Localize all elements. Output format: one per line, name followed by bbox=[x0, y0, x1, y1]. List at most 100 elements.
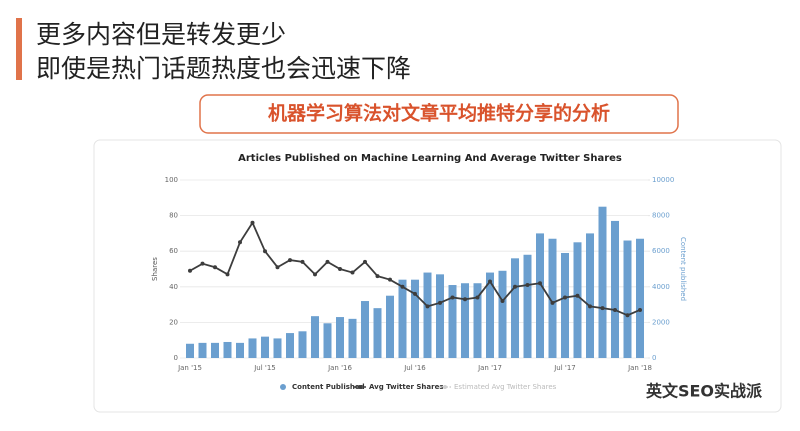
x-tick-label: Jul '17 bbox=[553, 364, 576, 372]
bar bbox=[336, 317, 344, 358]
bar bbox=[273, 338, 282, 358]
line-point bbox=[463, 297, 467, 302]
line-point bbox=[563, 295, 567, 300]
bar bbox=[261, 336, 269, 358]
slide-title: 更多内容但是转发更少 bbox=[36, 20, 286, 49]
bar bbox=[423, 272, 432, 358]
line-point bbox=[263, 249, 267, 254]
bar bbox=[623, 240, 632, 358]
x-tick-label: Jul '16 bbox=[403, 364, 426, 372]
line-point bbox=[413, 291, 417, 296]
line-point bbox=[550, 300, 555, 305]
bar bbox=[598, 206, 607, 358]
bar bbox=[548, 238, 557, 358]
line-point bbox=[475, 295, 480, 300]
line-point bbox=[400, 284, 405, 289]
chart-title: Articles Published on Machine Learning A… bbox=[238, 153, 622, 164]
bar bbox=[498, 270, 507, 358]
line-point bbox=[363, 259, 367, 264]
x-tick-label: Jan '17 bbox=[477, 364, 502, 372]
line-point bbox=[350, 270, 355, 275]
line-point bbox=[513, 284, 517, 289]
line-point bbox=[438, 300, 442, 305]
bar bbox=[511, 258, 519, 358]
y2-tick-label: 8000 bbox=[652, 212, 670, 220]
legend-label: Content Published bbox=[292, 383, 365, 391]
bar bbox=[611, 220, 619, 358]
bar bbox=[298, 331, 307, 358]
line-point bbox=[525, 283, 530, 288]
bar bbox=[486, 272, 494, 358]
line-point bbox=[500, 299, 505, 304]
y-tick-label: 100 bbox=[165, 176, 178, 184]
y2-axis-label: Content published bbox=[679, 237, 687, 301]
line-point bbox=[375, 274, 380, 279]
y-tick-label: 0 bbox=[174, 354, 178, 362]
bar bbox=[523, 254, 532, 358]
y2-tick-label: 2000 bbox=[652, 318, 670, 326]
y2-tick-label: 4000 bbox=[652, 283, 670, 291]
bar bbox=[323, 323, 332, 358]
line-point bbox=[613, 307, 617, 312]
y-axis-label: Shares bbox=[151, 257, 159, 281]
line-point bbox=[588, 304, 592, 309]
line-point bbox=[200, 261, 205, 266]
bar bbox=[561, 252, 569, 358]
legend-swatch bbox=[358, 385, 362, 389]
y-tick-label: 60 bbox=[169, 247, 178, 255]
bar bbox=[211, 342, 219, 358]
y2-tick-label: 10000 bbox=[652, 176, 674, 184]
line-point bbox=[313, 272, 317, 277]
bar bbox=[573, 242, 582, 358]
bar bbox=[361, 301, 369, 358]
bar bbox=[461, 283, 469, 358]
bar bbox=[448, 285, 457, 358]
y-tick-label: 80 bbox=[169, 212, 178, 220]
bar bbox=[586, 233, 594, 358]
line-point bbox=[600, 306, 605, 311]
y-tick-label: 20 bbox=[169, 318, 178, 326]
x-tick-label: Jul '15 bbox=[253, 364, 276, 372]
bar bbox=[248, 338, 257, 358]
x-tick-label: Jan '16 bbox=[327, 364, 352, 372]
bar bbox=[436, 274, 444, 358]
legend-swatch bbox=[443, 385, 447, 389]
y2-tick-label: 0 bbox=[652, 354, 656, 362]
legend-label: Avg Twitter Shares bbox=[369, 383, 444, 391]
line-point bbox=[288, 258, 292, 263]
line-point bbox=[388, 277, 392, 282]
line-point bbox=[488, 279, 492, 284]
line-point bbox=[238, 240, 242, 245]
slide-title: 即使是热门话题热度也会迅速下降 bbox=[36, 54, 411, 83]
bar bbox=[186, 343, 194, 358]
line-point bbox=[338, 267, 342, 271]
line-point bbox=[275, 265, 280, 270]
line-point bbox=[250, 220, 255, 225]
bar bbox=[348, 318, 357, 358]
line-point bbox=[188, 268, 192, 273]
bar bbox=[398, 279, 407, 358]
y2-tick-label: 6000 bbox=[652, 247, 670, 255]
line-point bbox=[300, 259, 305, 264]
subtitle: 机器学习算法对文章平均推特分享的分析 bbox=[268, 102, 610, 125]
line-point bbox=[625, 313, 630, 318]
bar bbox=[473, 283, 482, 358]
line-point bbox=[325, 259, 330, 264]
legend-swatch bbox=[280, 384, 286, 390]
line-point bbox=[450, 295, 455, 300]
bar bbox=[373, 308, 382, 358]
bar bbox=[286, 333, 294, 358]
legend-label: Estimated Avg Twitter Shares bbox=[454, 383, 557, 391]
subtitle-box bbox=[199, 94, 679, 134]
line-point bbox=[425, 304, 430, 309]
bar bbox=[536, 233, 544, 358]
y-tick-label: 40 bbox=[169, 283, 178, 291]
bar bbox=[386, 295, 394, 358]
bar bbox=[198, 342, 207, 358]
watermark: 英文SEO实战派 bbox=[645, 382, 763, 401]
x-tick-label: Jan '18 bbox=[627, 364, 652, 372]
line-point bbox=[638, 307, 642, 312]
bar bbox=[411, 279, 419, 358]
bar bbox=[223, 341, 232, 358]
